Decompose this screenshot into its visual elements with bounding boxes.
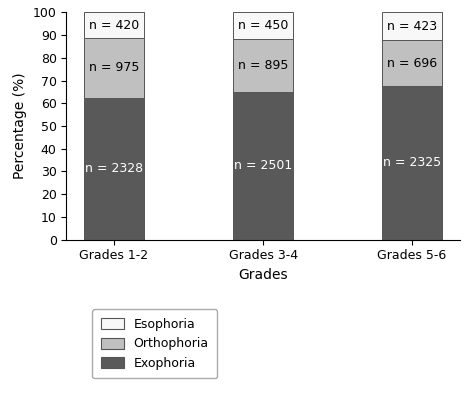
Bar (84, 97, 144, 240)
Bar (84, 38, 144, 97)
Legend: Esophoria, Orthophoria, Exophoria: Esophoria, Orthophoria, Exophoria (92, 309, 218, 378)
Bar (233, 92, 293, 240)
Bar (233, 12, 293, 39)
Y-axis label: Percentage (%): Percentage (%) (13, 73, 27, 179)
Bar (383, 12, 442, 40)
Text: n = 975: n = 975 (89, 61, 139, 74)
Text: n = 2501: n = 2501 (234, 159, 292, 172)
Bar (233, 39, 293, 92)
Text: n = 450: n = 450 (238, 19, 288, 32)
Text: n = 420: n = 420 (89, 19, 139, 32)
Bar (383, 86, 442, 240)
Bar (84, 12, 144, 38)
Text: n = 2328: n = 2328 (85, 162, 143, 175)
Text: n = 2325: n = 2325 (383, 157, 441, 169)
Bar (383, 40, 442, 86)
Text: n = 895: n = 895 (238, 59, 288, 72)
Text: n = 423: n = 423 (387, 20, 437, 33)
Text: n = 696: n = 696 (387, 57, 437, 70)
X-axis label: Grades: Grades (238, 268, 288, 282)
